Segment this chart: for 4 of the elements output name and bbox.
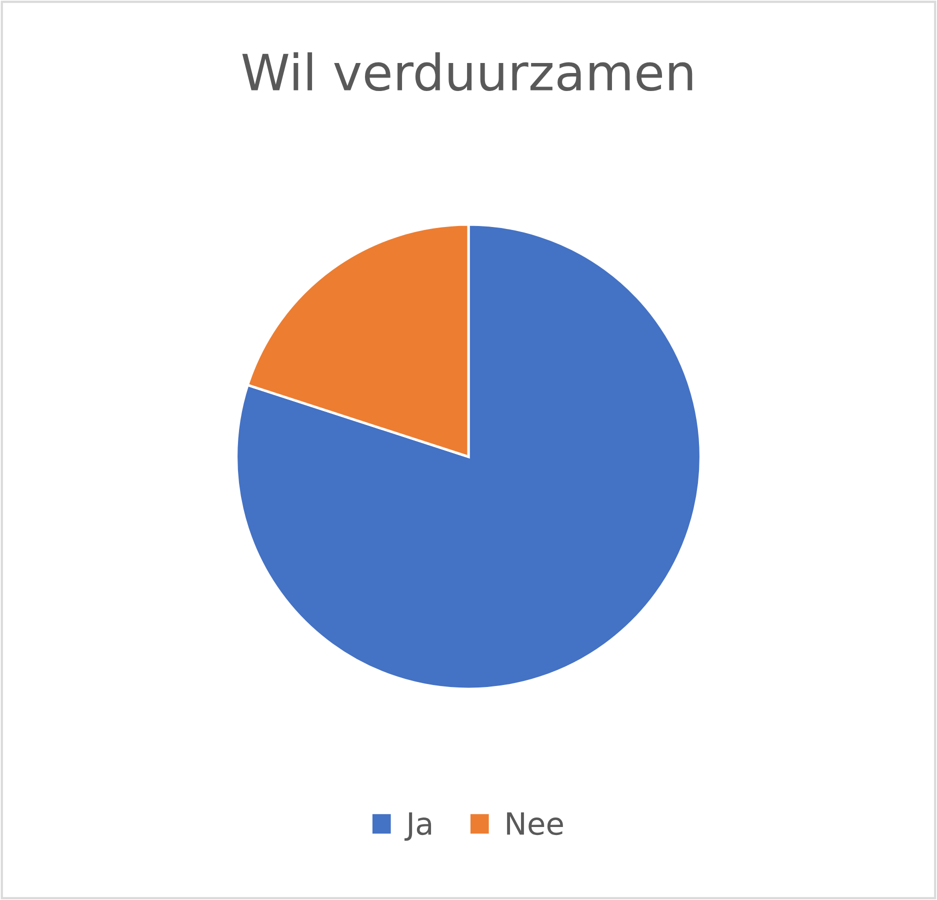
chart-title: Wil verduurzamen [242, 52, 692, 92]
legend-label: Nee [507, 812, 563, 836]
pie-slice [235, 223, 702, 690]
legend-label: Ja [404, 812, 432, 841]
